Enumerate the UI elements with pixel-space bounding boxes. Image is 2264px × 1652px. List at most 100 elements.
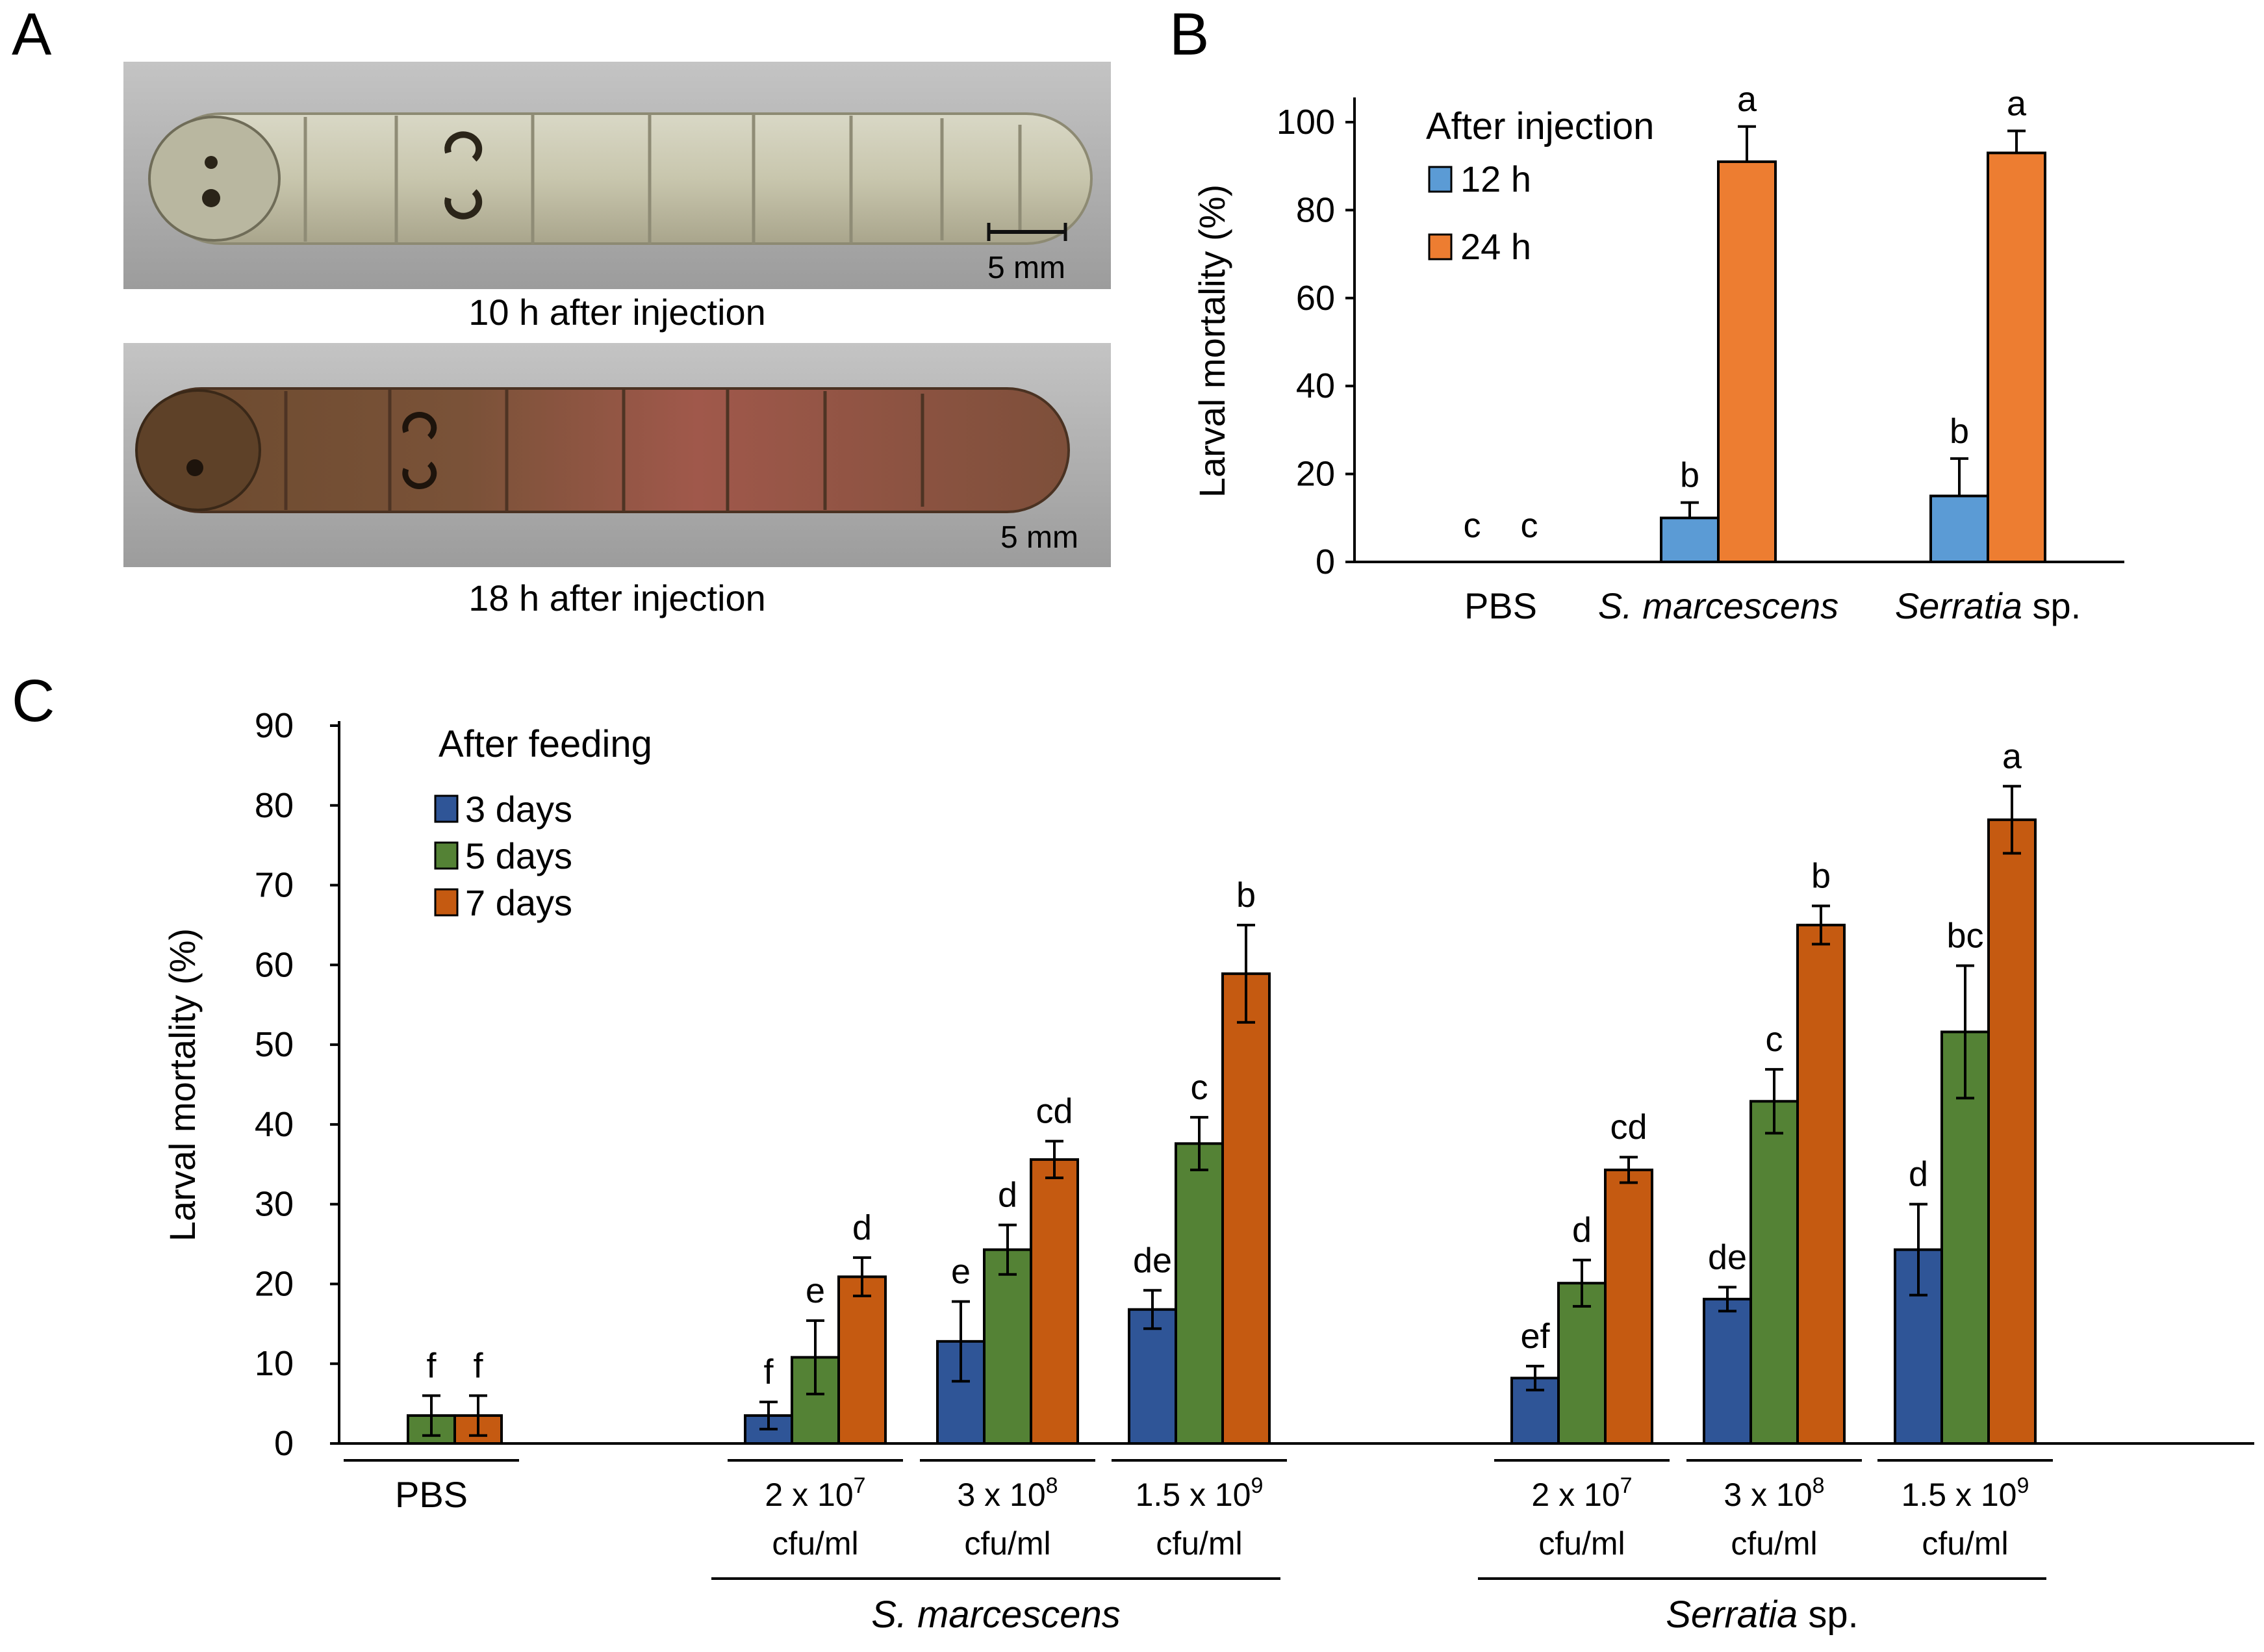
y-axis-label-b: Larval mortality (%) <box>1191 184 1232 498</box>
dose-exponent: 7 <box>854 1473 866 1498</box>
bar-c <box>1221 972 1271 1445</box>
scale-label-2: 5 mm <box>1000 520 1078 555</box>
group-label-part-c: S. marcescens <box>871 1594 1121 1636</box>
category-part-b: Serratia <box>1895 585 2022 626</box>
panel-label-c: C <box>12 668 55 734</box>
dose-unit-c: cfu/ml <box>964 1525 1050 1562</box>
significance-letter-c: d <box>998 1176 1017 1215</box>
bar-c <box>837 1275 887 1445</box>
legend-swatch-b <box>1428 166 1453 193</box>
photo-2: 5 mm <box>123 343 1111 567</box>
x-category-label-b: Serratia sp. <box>1895 585 2081 626</box>
scale-label-1: 5 mm <box>987 251 1065 285</box>
significance-letter-c: d <box>852 1208 872 1247</box>
dose-label-c: 2 x 107 <box>765 1473 865 1513</box>
group-label-c: S. marcescens <box>871 1594 1121 1636</box>
bar-c <box>1940 1030 1990 1445</box>
significance-letter-c: bc <box>1946 917 1983 956</box>
y-tick-label-b: 100 <box>1277 103 1335 142</box>
y-tick-label-b: 0 <box>1316 542 1335 581</box>
y-tick-label-c: 60 <box>255 945 294 984</box>
dose-base: 1.5 x 10 <box>1902 1477 2017 1513</box>
x-category-label-c: PBS <box>395 1474 468 1515</box>
y-tick-label-c: 0 <box>274 1424 294 1463</box>
dose-base: 1.5 x 10 <box>1136 1477 1251 1513</box>
chart-b: 0 20 40 60 80 100 Larval mortality (%) c b b c a a PB… <box>1191 80 2124 626</box>
y-tick-label-c: 50 <box>255 1025 294 1064</box>
y-tick-label-c: 80 <box>255 786 294 825</box>
dose-base: 2 x 10 <box>1531 1477 1620 1513</box>
bar-c <box>983 1248 1032 1445</box>
larva-pale-image <box>148 112 1093 245</box>
significance-letter-b: a <box>2007 84 2027 123</box>
dose-exponent: 7 <box>1620 1473 1633 1498</box>
significance-letter-b: a <box>1737 80 1757 119</box>
significance-letter-c: cd <box>1610 1108 1647 1147</box>
x-category-label-b: S. marcescens <box>1598 585 1838 626</box>
y-tick-label-b: 20 <box>1296 455 1335 494</box>
bar-c <box>1894 1248 1943 1445</box>
significance-letter-b: c <box>1521 506 1538 545</box>
dose-label-c: 3 x 108 <box>1723 1473 1824 1513</box>
y-tick-label-c: 70 <box>255 866 294 905</box>
significance-letter-c: b <box>1236 876 1256 915</box>
dose-exponent: 8 <box>1046 1473 1058 1498</box>
significance-letter-b: b <box>1680 456 1699 495</box>
x-category-label-b: PBS <box>1464 585 1537 626</box>
bar-b <box>1660 516 1720 563</box>
significance-letter-c: f <box>426 1346 437 1385</box>
dose-unit-c: cfu/ml <box>1922 1525 2008 1562</box>
y-tick-label-b: 40 <box>1296 366 1335 405</box>
category-part-b: PBS <box>1464 585 1537 626</box>
bar-c <box>1703 1297 1752 1445</box>
significance-letter-c: de <box>1133 1241 1172 1280</box>
y-tick-label-b: 80 <box>1296 190 1335 229</box>
y-tick-label-b: 60 <box>1296 279 1335 318</box>
category-part-b: sp. <box>2022 585 2081 626</box>
legend-swatch-b <box>1428 233 1453 261</box>
group-label-c: Serratia sp. <box>1666 1594 1859 1636</box>
panel-label-a: A <box>12 1 52 68</box>
chart-c: 0 10 20 30 40 50 60 70 80 90 Larval mortality (%) f… <box>162 706 2254 1636</box>
bar-c <box>1987 818 2037 1445</box>
y-tick-label-c: 10 <box>255 1344 294 1383</box>
legend-swatch-c <box>434 888 459 917</box>
dose-base: 2 x 10 <box>765 1477 853 1513</box>
y-tick-label-c: 90 <box>255 706 294 745</box>
photo-caption-1: 10 h after injection <box>468 292 766 333</box>
dose-unit-c: cfu/ml <box>1156 1525 1242 1562</box>
bar-c <box>1604 1168 1653 1445</box>
legend-swatch-c <box>434 794 459 823</box>
significance-letter-c: b <box>1811 856 1831 895</box>
dose-unit-c: cfu/ml <box>1538 1525 1625 1562</box>
significance-letter-c: cd <box>1036 1092 1073 1131</box>
dose-unit-c: cfu/ml <box>772 1525 858 1562</box>
significance-letter-c: de <box>1708 1238 1747 1277</box>
bar-c <box>1749 1100 1799 1445</box>
legend-swatch-c <box>434 841 459 870</box>
dose-label-c: 1.5 x 109 <box>1902 1473 2029 1513</box>
bar-b <box>1929 494 1989 564</box>
category-part-b: S. marcescens <box>1598 585 1838 626</box>
bar-b <box>1717 160 1777 563</box>
legend-label-c: 7 days <box>465 882 572 923</box>
significance-letter-b: c <box>1464 506 1481 545</box>
dose-exponent: 9 <box>1251 1473 1263 1498</box>
significance-letter-c: d <box>1572 1211 1592 1250</box>
legend-label-c: 3 days <box>465 789 572 830</box>
significance-letter-c: e <box>951 1252 971 1291</box>
bar-c <box>1796 923 1846 1445</box>
bar-c <box>1175 1142 1224 1445</box>
y-axis-label-c: Larval mortality (%) <box>162 928 203 1241</box>
legend-label-c: 5 days <box>465 835 572 876</box>
bar-c <box>1030 1158 1079 1445</box>
significance-letter-c: e <box>806 1271 825 1310</box>
significance-letter-c: d <box>1909 1155 1928 1194</box>
dose-label-c: 3 x 108 <box>957 1473 1058 1513</box>
bar-b <box>1987 151 2046 563</box>
dose-base: 3 x 10 <box>957 1477 1045 1513</box>
y-tick-label-c: 40 <box>255 1105 294 1144</box>
dose-base: 3 x 10 <box>1723 1477 1812 1513</box>
significance-letter-b: b <box>1950 412 1969 451</box>
significance-letter-c: f <box>473 1346 483 1385</box>
